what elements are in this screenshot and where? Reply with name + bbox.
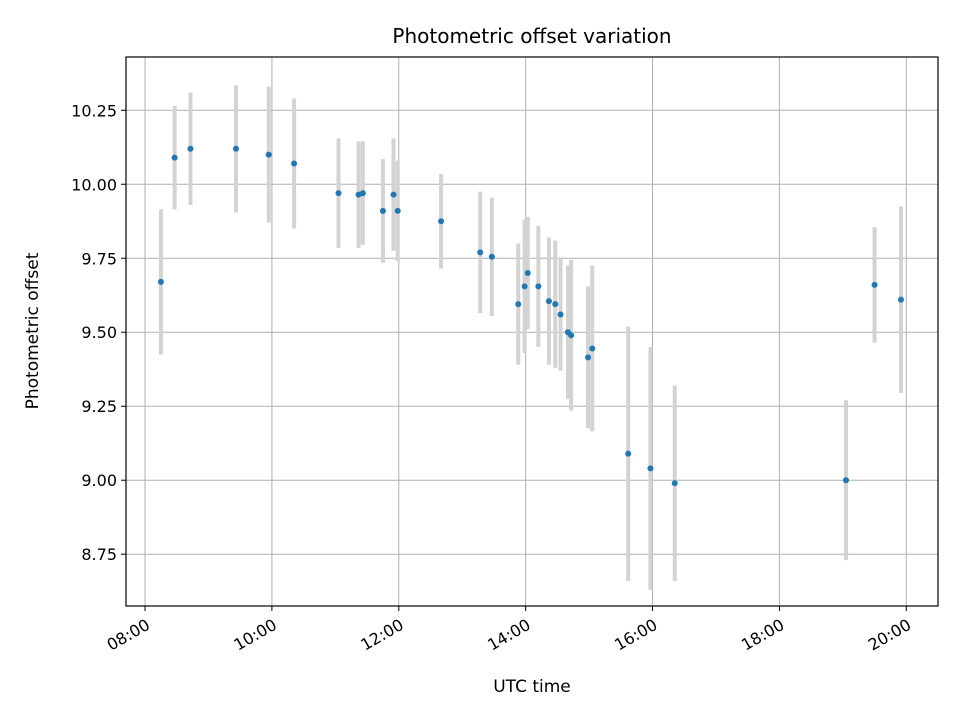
data-point: [843, 477, 850, 484]
data-point: [232, 145, 239, 152]
data-point: [545, 298, 552, 305]
data-point: [521, 283, 528, 290]
data-point: [524, 270, 531, 277]
data-point: [187, 145, 194, 152]
data-point: [585, 354, 592, 361]
data-point: [265, 151, 272, 158]
data-point: [535, 283, 542, 290]
data-point: [379, 207, 386, 214]
data-point: [438, 218, 445, 225]
x-axis-label: UTC time: [493, 677, 571, 697]
chart-title: Photometric offset variation: [392, 24, 671, 48]
y-axis-ticks: 8.75 9.00 9.25 9.50 9.75 10.00 10.25: [71, 101, 126, 564]
data-point: [291, 160, 298, 167]
data-point: [157, 278, 164, 285]
y-tick-label: 9.75: [81, 249, 117, 268]
data-point: [488, 253, 495, 260]
y-axis-label: Photometric offset: [23, 252, 43, 409]
data-point: [897, 296, 904, 303]
y-tick-label: 8.75: [81, 545, 117, 564]
plot-frame: [125, 56, 939, 607]
data-point: [871, 281, 878, 288]
grid-lines: [126, 57, 938, 606]
data-point: [625, 450, 632, 457]
data-point: [647, 465, 654, 472]
y-tick-label: 9.00: [81, 471, 117, 490]
y-tick-label: 9.25: [81, 397, 117, 416]
data-point: [390, 191, 397, 198]
data-point: [557, 311, 564, 318]
data-point: [394, 207, 401, 214]
data-point: [671, 480, 678, 487]
y-tick-label: 9.50: [81, 323, 117, 342]
data-point: [477, 249, 484, 256]
y-tick-label: 10.25: [71, 101, 117, 120]
data-point: [171, 154, 178, 161]
data-point: [589, 345, 596, 352]
data-points: [157, 145, 904, 487]
data-point: [515, 301, 522, 308]
data-point: [568, 332, 575, 339]
data-point: [335, 190, 342, 197]
data-point: [359, 190, 366, 197]
data-point: [552, 301, 559, 308]
y-tick-label: 10.00: [71, 175, 117, 194]
